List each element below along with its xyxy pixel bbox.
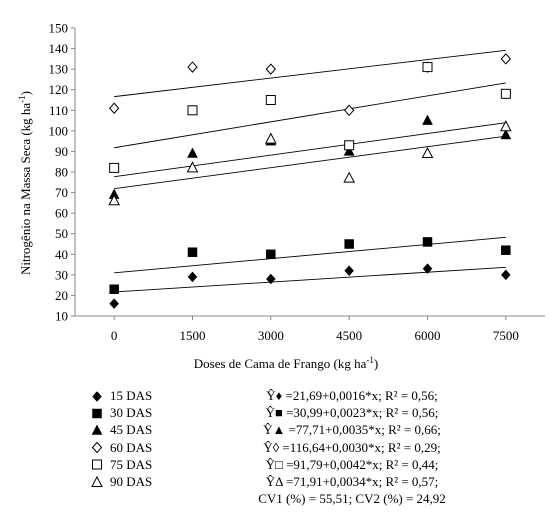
data-point-square-open: [109, 162, 120, 173]
legend-marker: [91, 424, 103, 435]
data-point-square-open: [187, 105, 198, 116]
diamond-filled-marker-icon: [92, 390, 102, 402]
data-point-diamond-open: [265, 63, 277, 75]
data-point-diamond-filled: [109, 298, 120, 310]
legend-item: 60 DAS: [90, 439, 152, 456]
regression-equation: Ŷ♦ =21,69+0,0016*x; R² = 0,56;: [266, 388, 438, 403]
data-point-triangle-filled: [422, 114, 433, 125]
y-tick-label: 70: [55, 185, 68, 200]
legend-marker: [92, 459, 102, 470]
regression-equation: Ŷ□ =91,79+0,0042*x; R² = 0,44;: [265, 456, 439, 472]
regression-equation: ŶΔ =71,91+0,0034*x; R² = 0,57;: [265, 473, 439, 489]
legend-label: 15 DAS: [110, 388, 153, 403]
data-point-diamond-filled: [500, 269, 511, 281]
x-tick-label: 0: [111, 328, 118, 343]
data-point-triangle-open: [186, 161, 199, 173]
data-point-triangle-open: [108, 194, 120, 206]
x-tick-label: 7500: [493, 328, 519, 343]
data-point-diamond-filled: [422, 263, 433, 275]
data-point-diamond-open: [500, 53, 512, 65]
y-tick-label: 80: [55, 165, 68, 180]
data-point-square-filled: [109, 284, 119, 295]
data-point-diamond-filled: [187, 271, 198, 283]
square-open-marker-icon: [92, 459, 102, 470]
y-tick-label: 30: [55, 267, 68, 282]
legend-item: 30 DAS: [90, 404, 152, 421]
data-point-triangle-open: [265, 132, 277, 144]
data-point-diamond-open: [343, 104, 355, 117]
square-filled-marker-icon: [92, 408, 102, 419]
legend-marker: [92, 408, 102, 419]
data-point-triangle-open: [500, 120, 512, 132]
trend-line: [114, 49, 506, 98]
legend-label: 60 DAS: [110, 439, 153, 455]
data-point-square-filled: [187, 247, 198, 257]
y-tick-label: 100: [49, 123, 69, 138]
data-point-square-open: [500, 88, 511, 99]
y-tick-label: 150: [49, 21, 69, 36]
trend-line: [114, 122, 506, 178]
legend: 15 DAS 30 DAS 45 DAS 60 DAS 75 DAS 90 DAS: [90, 387, 152, 490]
y-tick-label: 90: [55, 144, 68, 159]
regression-equation: Ŷ◊ =116,64+0,0030*x; R² = 0,29;: [263, 439, 441, 455]
trend-line: [114, 135, 506, 190]
y-tick-label: 130: [49, 62, 69, 77]
x-tick-label: 3000: [258, 328, 284, 343]
x-tick-label: 1500: [180, 328, 206, 343]
legend-label: 45 DAS: [110, 422, 153, 438]
legend-item: 90 DAS: [90, 473, 152, 490]
data-point-square-open: [344, 140, 355, 151]
data-point-triangle-open: [343, 171, 355, 183]
y-tick-label: 140: [49, 41, 69, 56]
data-point-square-open: [265, 95, 276, 105]
fit-lines: [114, 49, 506, 293]
data-point-square-filled: [422, 237, 433, 247]
data-point-square-filled: [501, 245, 511, 255]
triangle-filled-marker-icon: [91, 424, 103, 435]
data-point-square-filled: [344, 239, 354, 249]
y-tick-label: 20: [55, 288, 68, 303]
legend-label: 90 DAS: [110, 473, 153, 489]
legend-item: 75 DAS: [90, 456, 152, 473]
x-tick-label: 4500: [336, 328, 362, 343]
data-point-diamond-filled: [265, 273, 276, 285]
data-point-diamond-open: [108, 102, 120, 114]
data-point-square-open: [422, 62, 433, 73]
y-axis-title: Nitrogênio na Massa Seca (kg ha-1): [17, 91, 33, 275]
data-point-diamond-open: [187, 61, 198, 73]
y-tick-label: 110: [49, 103, 68, 118]
data-point-triangle-filled: [187, 147, 198, 158]
regression-equation: Ŷ■ =30,99+0,0023*x; R² = 0,56;: [265, 405, 439, 421]
y-tick-label: 60: [55, 206, 68, 221]
diamond-open-marker-icon: [91, 441, 103, 454]
data-point-diamond-filled: [344, 265, 355, 277]
y-tick-label: 50: [55, 226, 68, 241]
regression-equation: CV1 (%) = 55,51; CV2 (%) = 24,92: [258, 491, 446, 507]
data-points: [108, 53, 512, 310]
trend-line: [114, 82, 506, 149]
data-point-triangle-filled: [343, 145, 355, 156]
regression-equation: Ŷ▲ =77,71+0,0035*x; R² = 0,66;: [263, 422, 441, 438]
y-tick-label: 40: [55, 247, 68, 262]
legend-marker: [91, 441, 103, 454]
legend-item: 15 DAS: [90, 387, 152, 404]
trend-line: [114, 266, 506, 293]
x-axis-title: Doses de Cama de Frango (kg ha-1): [194, 355, 378, 371]
x-tick-label: 6000: [415, 328, 441, 343]
legend-label: 75 DAS: [110, 456, 153, 472]
legend-item: 45 DAS: [90, 421, 152, 438]
legend-label: 30 DAS: [110, 405, 153, 421]
triangle-open-marker-icon: [91, 475, 103, 487]
trend-line: [114, 236, 506, 274]
legend-marker: [91, 475, 103, 487]
data-point-square-filled: [266, 249, 276, 260]
data-point-triangle-filled: [500, 128, 512, 140]
y-tick-label: 10: [55, 309, 68, 324]
y-tick-label: 120: [49, 82, 69, 97]
data-point-triangle-open: [421, 146, 434, 158]
legend-marker: [92, 390, 102, 402]
regression-equations: Ŷ♦ =21,69+0,0016*x; R² = 0,56; Ŷ■ =30,99+…: [252, 387, 452, 507]
